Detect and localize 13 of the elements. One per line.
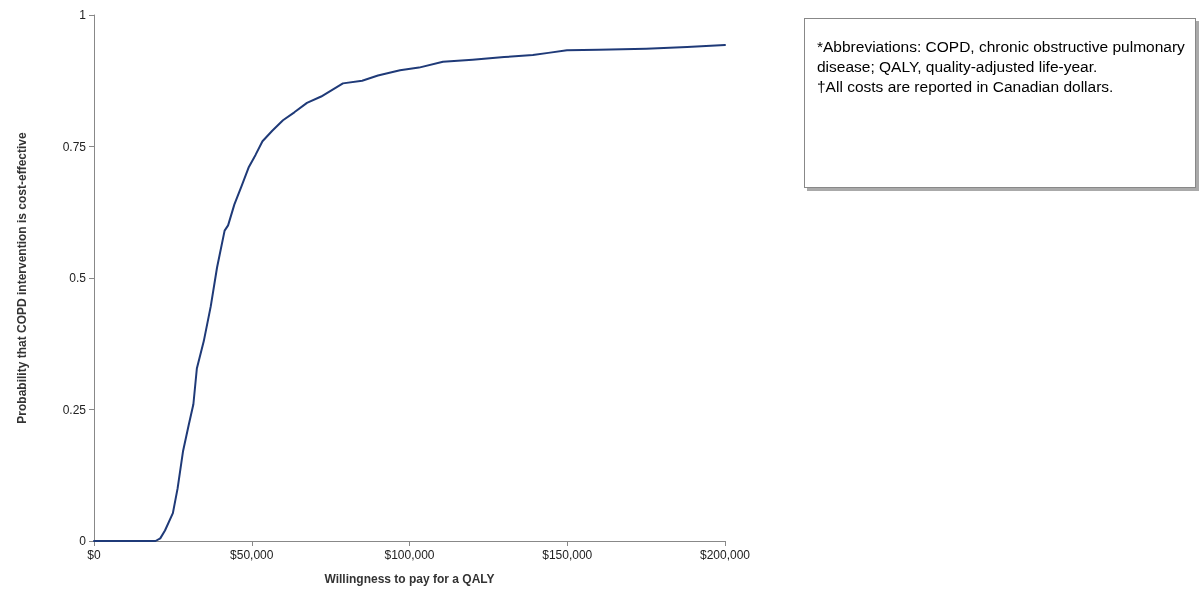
y-tick-label: 0.5 (69, 271, 87, 285)
x-tick-label: $150,000 (542, 548, 593, 562)
x-axis-title: Willingness to pay for a QALY (324, 572, 495, 586)
x-tick-label: $200,000 (699, 548, 751, 562)
y-axis-title: Probability that COPD intervention is cost-effective (15, 131, 29, 424)
x-tick-label: $0 (87, 548, 101, 562)
x-tick-label: $50,000 (230, 548, 274, 562)
y-tick-label: 0 (79, 534, 87, 548)
y-tick-label: 1 (79, 8, 87, 22)
y-tick-label: 0.25 (62, 402, 87, 417)
x-tick-label: $100,000 (384, 548, 435, 562)
y-tick-label: 0.75 (62, 139, 87, 154)
text: *Abbreviations: COPD, chronic obstructive pulmonary disease; QALY, quality-adjusted life-year. †All costs are reported in Canadian dollars. (804, 18, 1196, 188)
